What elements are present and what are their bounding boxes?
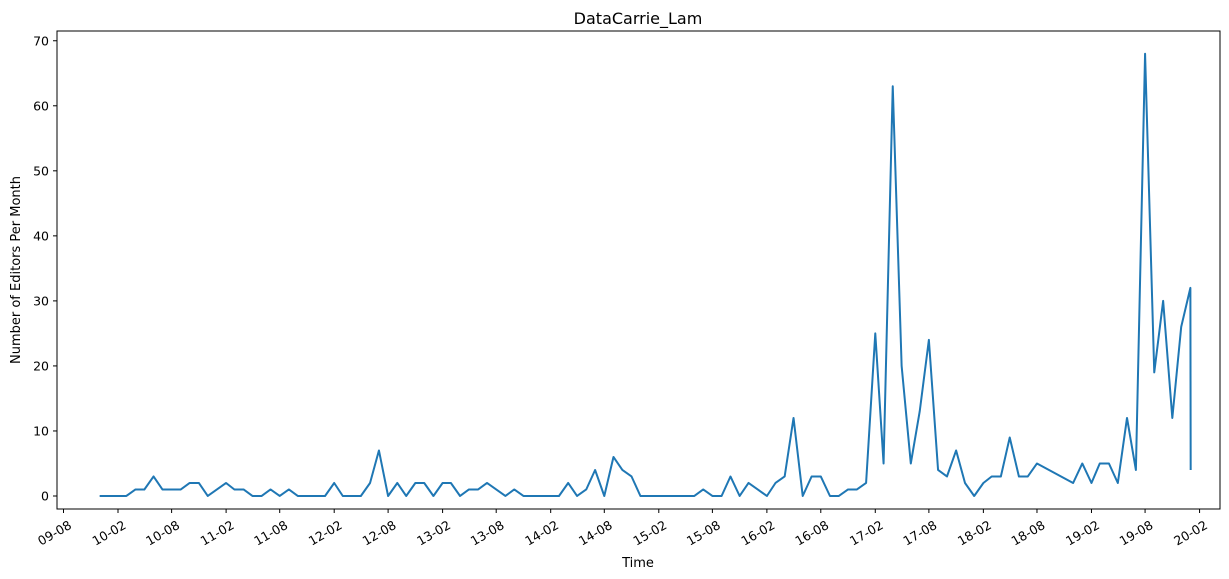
x-tick-label: 17-08: [900, 517, 939, 548]
x-tick-label: 09-08: [35, 517, 74, 548]
x-tick-label: 19-08: [1117, 517, 1156, 548]
x-axis: 09-08 10-02 10-08 11-02 11-08 12-02 12-08 13-02…: [35, 509, 1210, 548]
y-tick-label: 70: [33, 33, 49, 48]
x-tick-label: 16-08: [792, 517, 831, 548]
x-tick-label: 19-02: [1063, 517, 1102, 548]
x-tick-label: 13-02: [414, 517, 453, 548]
y-tick-label: 10: [33, 423, 49, 438]
x-tick-label: 15-08: [684, 517, 723, 548]
x-tick-label: 20-02: [1171, 517, 1210, 548]
y-axis-label: Number of Editors Per Month: [9, 176, 24, 364]
y-tick-label: 60: [33, 98, 49, 113]
x-tick-label: 10-08: [143, 517, 182, 548]
x-tick-label: 13-08: [468, 517, 507, 548]
y-tick-label: 50: [33, 163, 49, 178]
y-tick-label: 40: [33, 228, 49, 243]
y-tick-label: 0: [41, 488, 49, 503]
chart-title: DataCarrie_Lam: [574, 9, 703, 29]
y-tick-label: 30: [33, 293, 49, 308]
x-axis-label: Time: [621, 556, 654, 571]
plot-area: 0 10 20 30 40 50 60 70 09-08 10-02 10-08 11-02 11-0…: [33, 30, 1221, 548]
x-tick-label: 11-02: [198, 517, 237, 548]
x-tick-label: 14-02: [522, 517, 561, 548]
x-tick-label: 16-02: [738, 517, 777, 548]
x-tick-label: 10-02: [90, 517, 129, 548]
y-tick-label: 20: [33, 358, 49, 373]
x-tick-label: 12-08: [360, 517, 399, 548]
x-tick-label: 15-02: [630, 517, 669, 548]
y-axis: 0 10 20 30 40 50 60 70: [33, 33, 57, 503]
x-tick-label: 11-08: [251, 517, 290, 548]
series-line: [99, 52, 1192, 497]
x-tick-label: 17-02: [847, 517, 886, 548]
x-tick-label: 14-08: [576, 517, 615, 548]
x-tick-label: 12-02: [306, 517, 345, 548]
x-tick-label: 18-02: [955, 517, 994, 548]
plot-frame: [56, 30, 1221, 510]
x-tick-label: 18-08: [1009, 517, 1048, 548]
